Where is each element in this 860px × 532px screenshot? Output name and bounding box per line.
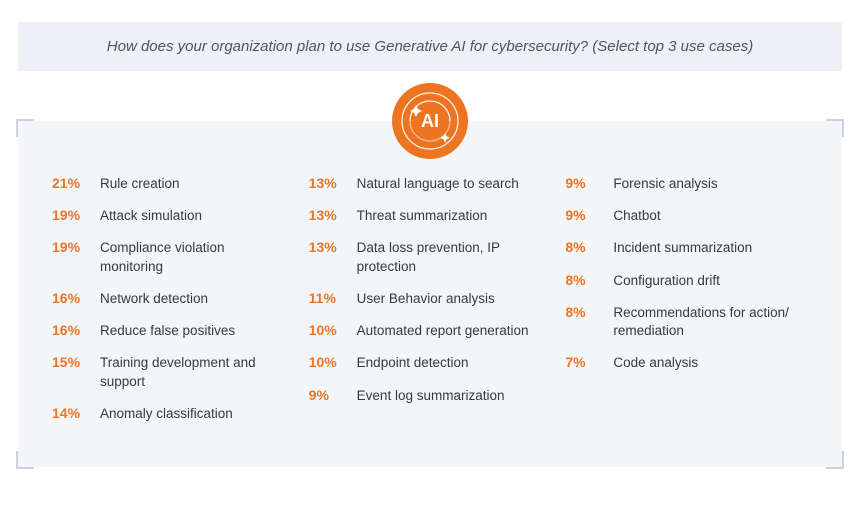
result-row: 21%Rule creation [52,175,295,193]
result-row: 10%Automated report generation [309,322,552,340]
results-column-2: 13%Natural language to search 13%Threat … [309,175,552,437]
ai-badge: AI [392,83,468,159]
corner-bracket-br [826,451,844,469]
result-percent: 9% [565,207,613,223]
result-percent: 7% [565,354,613,370]
result-label: User Behavior analysis [357,290,501,308]
result-label: Data loss prevention, IP protection [357,239,552,275]
result-row: 8%Configuration drift [565,272,808,290]
result-percent: 19% [52,207,100,223]
result-row: 16%Network detection [52,290,295,308]
result-row: 16%Reduce false positives [52,322,295,340]
result-percent: 10% [309,354,357,370]
result-label: Rule creation [100,175,186,193]
result-percent: 8% [565,272,613,288]
ai-badge-text: AI [421,111,439,131]
result-row: 7%Code analysis [565,354,808,372]
result-percent: 13% [309,239,357,255]
results-panel: AI 21%Rule creation 19%Attack simulation… [18,121,842,467]
result-label: Configuration drift [613,272,726,290]
title-bar: How does your organization plan to use G… [18,22,842,71]
result-percent: 21% [52,175,100,191]
result-row: 14%Anomaly classification [52,405,295,423]
corner-bracket-tr [826,119,844,137]
result-label: Chatbot [613,207,666,225]
result-row: 19%Attack simulation [52,207,295,225]
result-label: Compliance violation monitoring [100,239,295,275]
result-label: Attack simulation [100,207,208,225]
result-label: Anomaly classification [100,405,239,423]
result-row: 9%Event log summarization [309,387,552,405]
result-percent: 13% [309,207,357,223]
result-percent: 10% [309,322,357,338]
result-percent: 9% [309,387,357,403]
result-percent: 16% [52,322,100,338]
result-row: 9%Chatbot [565,207,808,225]
results-column-3: 9%Forensic analysis 9%Chatbot 8%Incident… [565,175,808,437]
result-percent: 14% [52,405,100,421]
result-label: Training development and support [100,354,295,390]
result-percent: 15% [52,354,100,370]
result-label: Threat summarization [357,207,494,225]
title-text: How does your organization plan to use G… [107,38,753,55]
result-label: Forensic analysis [613,175,723,193]
result-row: 9%Forensic analysis [565,175,808,193]
ai-badge-icon: AI [392,83,468,159]
result-label: Code analysis [613,354,704,372]
result-percent: 11% [309,290,357,306]
result-row: 10%Endpoint detection [309,354,552,372]
result-label: Incident summarization [613,239,758,257]
result-row: 8%Recommendations for action/ remediatio… [565,304,808,340]
result-row: 15%Training development and support [52,354,295,390]
result-percent: 19% [52,239,100,255]
results-columns: 21%Rule creation 19%Attack simulation 19… [52,175,808,437]
result-label: Reduce false positives [100,322,241,340]
results-column-1: 21%Rule creation 19%Attack simulation 19… [52,175,295,437]
corner-bracket-tl [16,119,34,137]
result-row: 13%Data loss prevention, IP protection [309,239,552,275]
result-row: 19%Compliance violation monitoring [52,239,295,275]
result-label: Endpoint detection [357,354,475,372]
result-label: Natural language to search [357,175,525,193]
result-percent: 8% [565,239,613,255]
result-percent: 16% [52,290,100,306]
result-label: Event log summarization [357,387,511,405]
result-label: Recommendations for action/ remediation [613,304,808,340]
result-row: 11%User Behavior analysis [309,290,552,308]
result-percent: 13% [309,175,357,191]
result-percent: 9% [565,175,613,191]
result-label: Automated report generation [357,322,535,340]
result-label: Network detection [100,290,214,308]
result-row: 8%Incident summarization [565,239,808,257]
corner-bracket-bl [16,451,34,469]
result-row: 13%Natural language to search [309,175,552,193]
result-percent: 8% [565,304,613,320]
result-row: 13%Threat summarization [309,207,552,225]
